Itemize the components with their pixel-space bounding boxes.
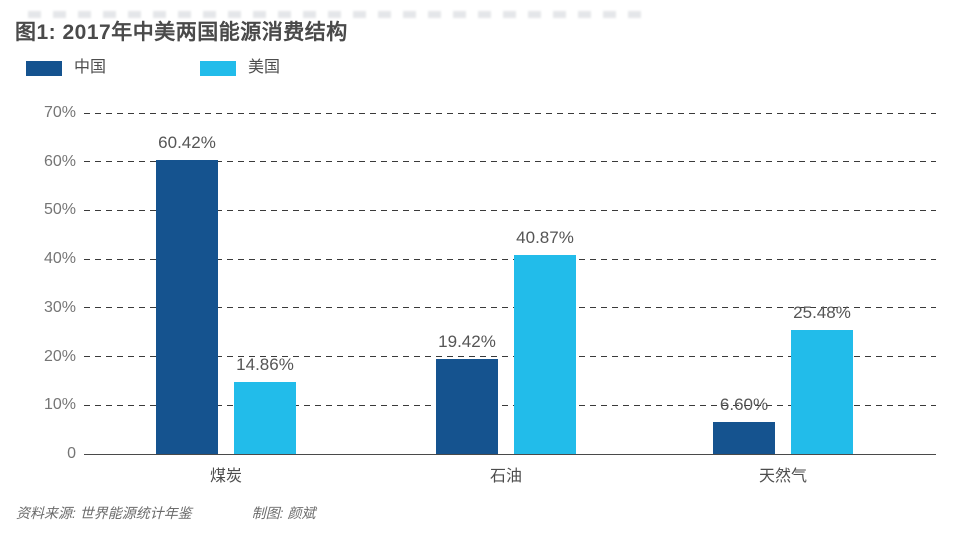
bar-中国-天然气 (713, 421, 775, 454)
legend-label-us: 美国 (248, 59, 281, 76)
y-axis-tick-label: 10% (43, 396, 76, 414)
bar-value-label: 40.87% (516, 227, 574, 247)
y-axis-tick-label: 50% (43, 201, 76, 219)
chart-credit-label: 制图: 颜斌 (251, 505, 316, 521)
gridline-70% (84, 112, 936, 114)
bar-value-label: 25.48% (793, 302, 851, 322)
source-note: 资料来源: 世界能源统计年鉴 制图: 颜斌 (16, 503, 315, 523)
bar-美国-煤炭 (234, 381, 296, 454)
y-axis-tick-label: 40% (43, 250, 76, 268)
gridline-60% (84, 161, 936, 163)
legend-label-china: 中国 (74, 59, 107, 76)
y-axis-tick-label: 70% (43, 104, 76, 121)
gridline-20% (84, 356, 936, 358)
y-axis-tick-label: 0 (67, 445, 76, 462)
legend-item-us: 美国 (200, 60, 280, 76)
bar-value-label: 6.60% (719, 394, 769, 414)
bar-美国-石油 (514, 254, 576, 454)
cropped-text-artifact (28, 11, 646, 18)
x-axis-category-label: 石油 (489, 468, 522, 485)
chart-title: 图1: 2017年中美两国能源消费结构 (15, 21, 348, 44)
gridline-50% (84, 209, 936, 211)
bar-value-label: 14.86% (236, 354, 294, 374)
x-axis-line (84, 453, 936, 455)
bar-value-label: 60.42% (158, 132, 216, 152)
bar-中国-煤炭 (156, 159, 218, 454)
y-axis-tick-label: 20% (43, 347, 76, 365)
bar-value-label: 19.42% (438, 332, 496, 352)
gridline-40% (84, 258, 936, 260)
gridline-10% (84, 404, 936, 406)
bar-中国-石油 (436, 359, 498, 454)
bar-美国-天然气 (791, 329, 853, 454)
x-axis-category-label: 煤炭 (209, 468, 242, 485)
y-axis-tick-label: 60% (43, 152, 76, 170)
y-axis-tick-label: 30% (43, 298, 76, 316)
gridline-30% (84, 307, 936, 309)
legend-item-china: 中国 (26, 60, 106, 76)
data-source-label: 资料来源: 世界能源统计年鉴 (16, 505, 192, 521)
legend-swatch-china (26, 60, 62, 76)
legend-swatch-us (200, 60, 236, 76)
x-axis-category-label: 天然气 (758, 468, 807, 485)
